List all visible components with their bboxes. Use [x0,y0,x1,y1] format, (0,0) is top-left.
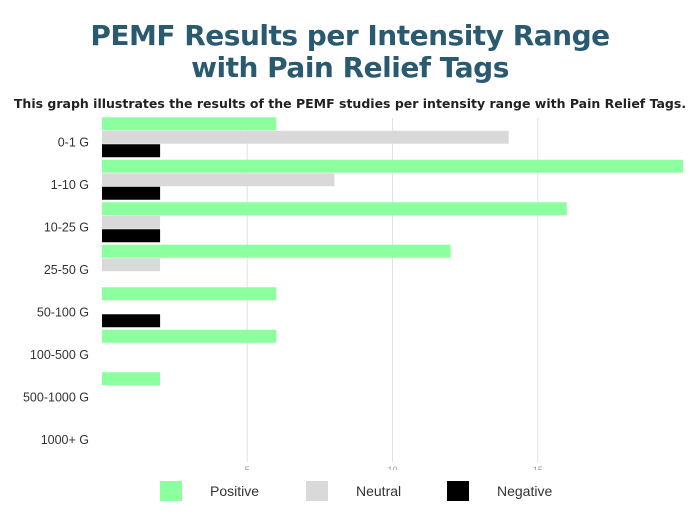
bar-positive [102,287,277,301]
legend-item-neutral: Neutral [306,480,401,502]
y-category-label: 25-50 G [44,263,89,277]
y-category-label: 10-25 G [44,221,89,235]
legend-label: Neutral [356,483,402,499]
x-tick-label: 5 [245,465,250,470]
bar-negative [102,144,161,158]
bar-positive [102,202,567,216]
legend-label: Negative [497,483,553,499]
chart-title: PEMF Results per Intensity Range with Pa… [0,20,700,84]
y-category-label: 50-100 G [37,306,89,320]
x-tick-label: 10 [387,465,397,470]
x-tick-label: 15 [533,465,543,470]
bar-positive [102,159,683,173]
bar-negative [102,314,161,328]
legend-item-negative: Negative [447,480,552,502]
bar-positive [102,244,451,258]
y-category-label: 500-1000 G [23,391,89,405]
bar-positive [102,117,277,131]
y-category-label: 0-1 G [58,136,89,150]
y-category-label: 1-10 G [51,178,89,192]
y-category-label: 100-500 G [30,348,89,362]
bar-neutral [102,258,161,272]
legend-item-positive: Positive [160,480,259,502]
bar-neutral [102,130,509,144]
y-category-label: 1000+ G [41,433,89,447]
bar-chart-plot: 5 10 15 0-1 G 1-10 G 10-25 G 25-50 G 50-100 G 10… [23,117,683,470]
bar-neutral [102,173,335,187]
bar-positive [102,329,277,343]
legend-swatch [160,481,182,501]
bar-negative [102,186,161,200]
bar-positive [102,372,161,386]
bar-negative [102,229,161,243]
legend-swatch [306,481,328,501]
chart-title-line-2: with Pain Relief Tags [191,51,509,84]
chart-subtitle: This graph illustrates the results of th… [13,96,687,111]
legend-label: Positive [210,483,260,499]
chart-title-line-1: PEMF Results per Intensity Range [90,19,610,52]
chart-legend: Positive Neutral Negative [160,480,580,504]
legend-swatch [447,481,469,501]
bar-neutral [102,215,161,229]
